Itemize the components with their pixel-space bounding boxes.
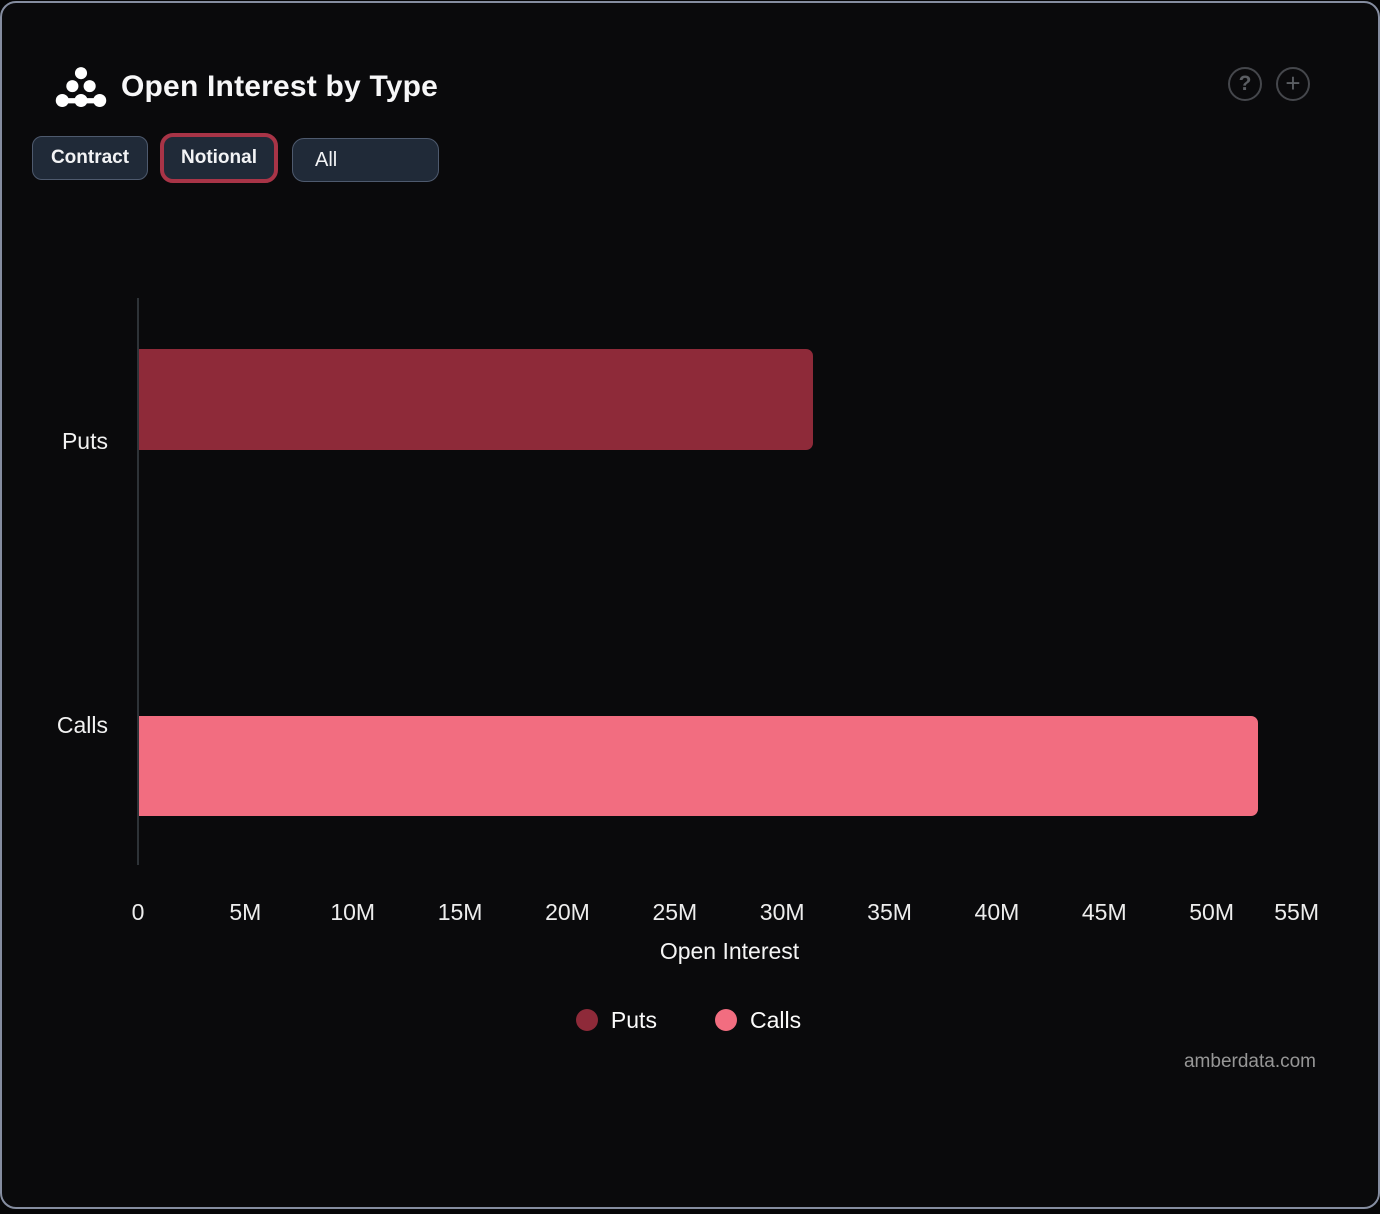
- x-tick-label: 50M: [1189, 899, 1234, 925]
- help-glyph: ?: [1238, 72, 1252, 95]
- x-tick-label: 30M: [759, 899, 805, 925]
- page-title: Open Interest by Type: [121, 70, 439, 103]
- x-tick-label: 35M: [867, 899, 912, 925]
- all-filter-label: All: [315, 148, 338, 171]
- contract-button[interactable]: Contract: [32, 136, 148, 180]
- cluster-dots-icon: [55, 67, 107, 108]
- y-axis-line: [137, 298, 139, 865]
- y-category-label-puts: Puts: [61, 428, 108, 454]
- x-tick-label: 10M: [330, 899, 376, 925]
- help-icon[interactable]: ?: [1228, 67, 1262, 101]
- x-tick-label: 55M: [1274, 899, 1319, 925]
- notional-button-selected[interactable]: Notional: [160, 133, 278, 183]
- legend-label: Calls: [749, 1006, 802, 1033]
- x-tick-label: 15M: [437, 899, 483, 925]
- x-axis-title: Open Interest: [659, 938, 800, 964]
- legend-item-puts[interactable]: Puts: [575, 1006, 657, 1034]
- x-tick-label: 25M: [652, 899, 698, 925]
- add-icon[interactable]: +: [1276, 67, 1310, 101]
- x-tick-label: 40M: [974, 899, 1020, 925]
- x-tick-label: 0: [131, 899, 145, 925]
- plus-glyph: +: [1285, 67, 1301, 98]
- x-axis-tick-labels: 0 5M 10M 15M 20M 25M 30M 35M 40M 45M 50M 55M: [2, 899, 1380, 929]
- bar-puts[interactable]: [139, 349, 813, 450]
- x-tick-label: 5M: [229, 899, 262, 925]
- legend-dot-icon: [575, 1009, 598, 1031]
- chart-legend: Puts Calls: [98, 1004, 1279, 1036]
- all-filter-dropdown[interactable]: All: [292, 138, 439, 182]
- legend-dot-icon: [714, 1009, 737, 1031]
- bar-calls[interactable]: [139, 716, 1258, 816]
- watermark-text: amberdata.com: [1183, 1051, 1316, 1072]
- y-category-label-calls: Calls: [56, 712, 108, 738]
- contract-button-label: Contract: [50, 147, 130, 168]
- legend-item-calls[interactable]: Calls: [714, 1006, 802, 1034]
- x-tick-label: 45M: [1081, 899, 1127, 925]
- legend-label: Puts: [610, 1006, 657, 1033]
- notional-button-label: Notional: [181, 147, 257, 168]
- x-tick-label: 20M: [545, 899, 590, 925]
